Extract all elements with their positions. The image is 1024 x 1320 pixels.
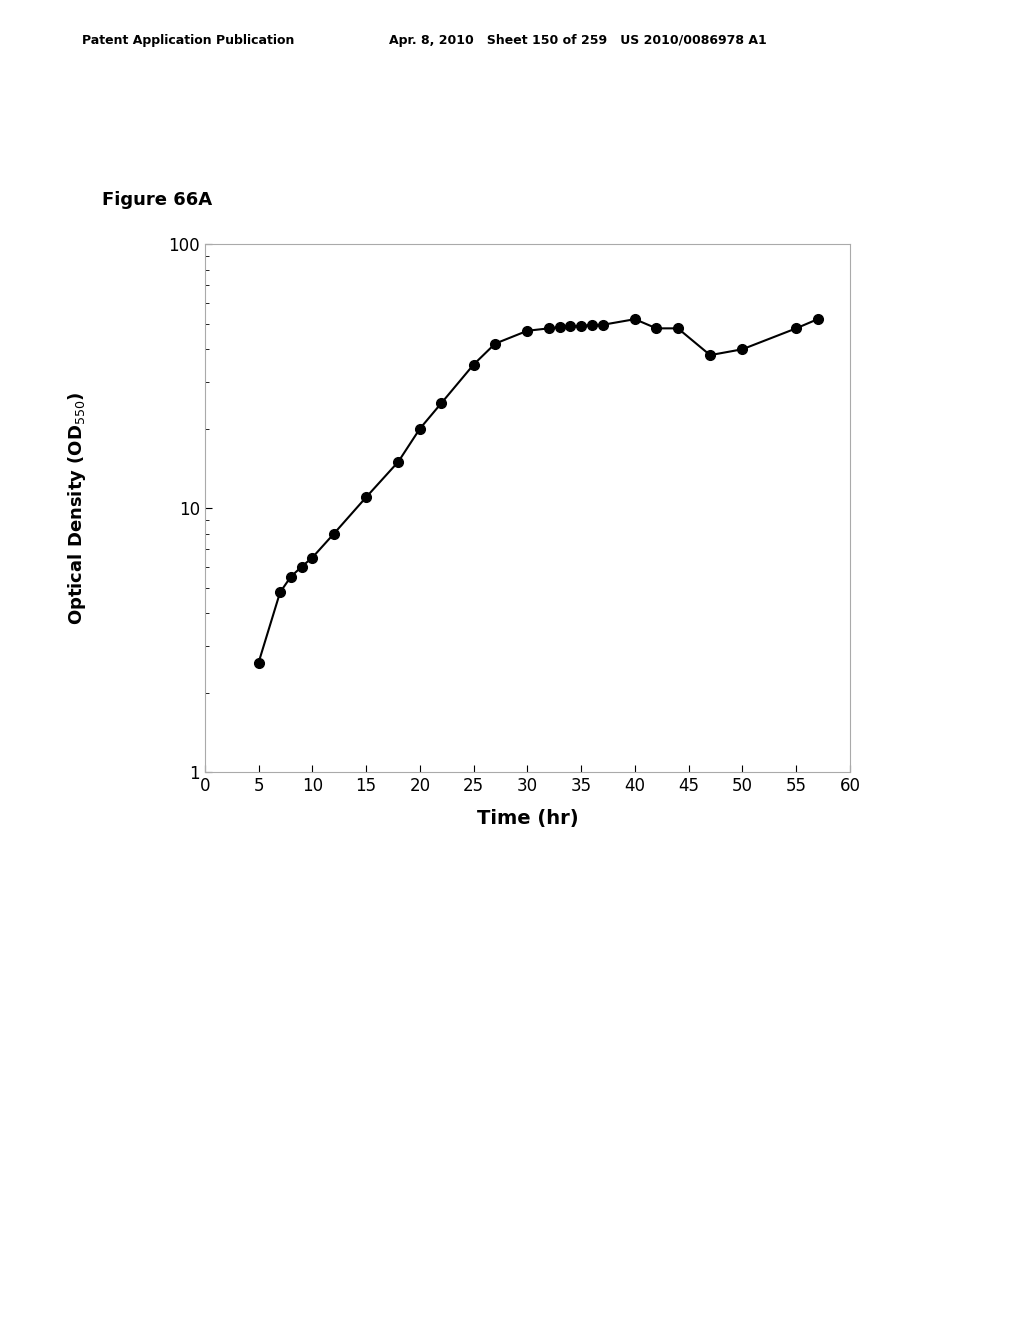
Text: Figure 66A: Figure 66A [102,190,213,209]
Text: Apr. 8, 2010   Sheet 150 of 259   US 2010/0086978 A1: Apr. 8, 2010 Sheet 150 of 259 US 2010/00… [389,33,767,46]
X-axis label: Time (hr): Time (hr) [476,809,579,828]
Text: Optical Density (OD$_{550}$): Optical Density (OD$_{550}$) [66,392,88,624]
Text: Patent Application Publication: Patent Application Publication [82,33,294,46]
